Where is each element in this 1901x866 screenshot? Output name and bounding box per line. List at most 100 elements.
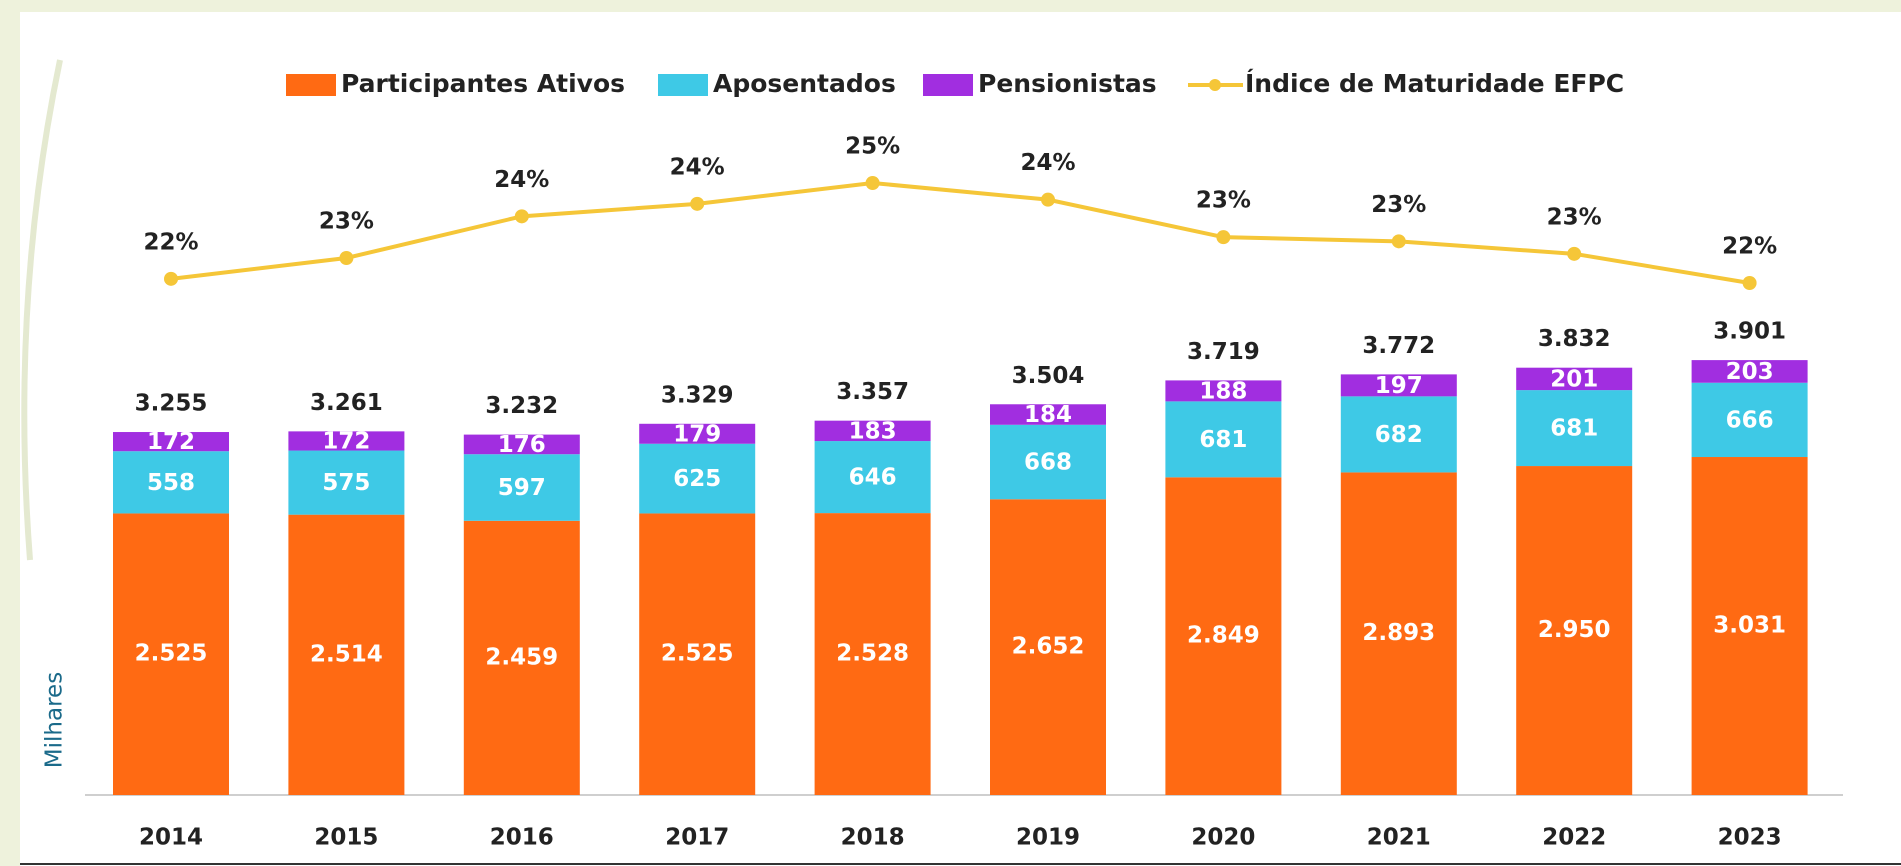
line-label: 24% — [494, 167, 549, 193]
legend-label: Aposentados — [713, 69, 896, 98]
data-label: 2.849 — [1187, 623, 1260, 649]
line-label: 24% — [1020, 150, 1075, 176]
total-label: 3.832 — [1538, 326, 1611, 352]
data-label: 201 — [1550, 366, 1598, 392]
line-label: 25% — [845, 134, 900, 160]
x-tick-label: 2022 — [1542, 825, 1606, 851]
bar-segment — [639, 513, 756, 795]
line-label: 23% — [1547, 204, 1602, 230]
line-point — [1567, 246, 1582, 261]
bar-segment — [639, 423, 756, 444]
bar-segment — [814, 441, 931, 514]
x-tick-label: 2016 — [490, 825, 554, 851]
data-label: 2.514 — [310, 641, 383, 667]
total-label: 3.357 — [836, 379, 909, 405]
bar-segment — [113, 451, 229, 514]
bar-segment — [463, 454, 580, 521]
bar-segment — [1165, 401, 1282, 478]
data-label: 188 — [1199, 378, 1247, 404]
data-label: 2.893 — [1362, 620, 1435, 646]
x-tick-label: 2014 — [139, 825, 203, 851]
data-label: 172 — [147, 429, 195, 455]
data-label: 176 — [498, 432, 546, 458]
bar-segment — [1340, 472, 1457, 795]
line-point — [865, 176, 880, 190]
total-label: 3.901 — [1713, 319, 1786, 345]
bar-segment — [1691, 457, 1808, 795]
bar-segment — [1516, 466, 1633, 795]
x-tick-label: 2020 — [1191, 825, 1255, 851]
bar-segment — [1165, 380, 1282, 402]
line-label: 23% — [1196, 188, 1251, 214]
line-point — [1041, 192, 1055, 207]
bar-segment — [463, 520, 580, 795]
bar-segment — [814, 513, 931, 795]
data-label: 3.031 — [1713, 613, 1786, 639]
total-label: 3.232 — [485, 393, 558, 419]
x-tick-label: 2023 — [1718, 825, 1782, 851]
legend-label: Pensionistas — [978, 69, 1157, 98]
data-label: 197 — [1375, 373, 1423, 399]
data-label: 682 — [1375, 422, 1423, 448]
line-label: 24% — [670, 154, 725, 180]
data-label: 646 — [849, 465, 897, 491]
line — [170, 180, 1750, 285]
data-label: 668 — [1024, 450, 1072, 476]
line-label: 22% — [143, 229, 198, 255]
data-label: 2.528 — [836, 641, 909, 667]
total-label: 3.255 — [135, 391, 208, 417]
bar-segment — [1691, 360, 1808, 383]
bar-segment — [1691, 382, 1808, 458]
data-label: 558 — [147, 470, 195, 496]
total-label: 3.719 — [1187, 339, 1260, 365]
legend-swatch — [658, 74, 708, 96]
data-label: 184 — [1024, 402, 1072, 428]
line-point — [1391, 234, 1406, 249]
data-label: 179 — [673, 421, 721, 447]
bar-segment — [288, 431, 405, 451]
bar-segment — [113, 432, 229, 452]
total-label: 3.261 — [310, 390, 383, 416]
legend-dot — [1209, 79, 1221, 91]
x-tick-label: 2021 — [1367, 825, 1431, 851]
line-point — [1742, 276, 1757, 290]
total-label: 3.504 — [1012, 363, 1085, 389]
data-label: 625 — [673, 466, 721, 492]
y-axis-label: Milhares — [42, 672, 68, 768]
bar-segment — [288, 514, 405, 795]
data-label: 2.950 — [1538, 617, 1611, 643]
bar-segment — [1340, 396, 1457, 473]
line-point — [164, 271, 178, 286]
data-label: 2.525 — [135, 641, 208, 667]
x-tick-label: 2015 — [314, 825, 378, 851]
data-label: 183 — [849, 418, 897, 444]
data-label: 666 — [1726, 407, 1774, 433]
line-point — [690, 196, 705, 211]
data-label: 203 — [1726, 359, 1774, 385]
line-label: 23% — [319, 209, 374, 235]
line-point — [339, 251, 354, 265]
bar-segment — [1340, 374, 1457, 397]
data-label: 2.525 — [661, 641, 734, 667]
line-point — [1216, 230, 1231, 245]
line-label: 23% — [1371, 192, 1426, 218]
bar-segment — [1516, 390, 1633, 467]
data-label: 575 — [322, 470, 370, 496]
x-tick-label: 2019 — [1016, 825, 1080, 851]
bar-segment — [990, 404, 1106, 425]
bar-segment — [990, 499, 1106, 795]
bar-segment — [814, 420, 931, 442]
line-point — [514, 209, 529, 224]
legend-swatch — [923, 74, 973, 96]
bar-segment — [1165, 477, 1282, 795]
bar-segment — [990, 424, 1106, 500]
bar-segment — [1516, 367, 1633, 391]
data-label: 2.652 — [1012, 634, 1085, 660]
bar-segment — [463, 434, 580, 455]
data-label: 681 — [1199, 427, 1247, 453]
bar-segment — [113, 513, 229, 795]
bar-segment — [288, 450, 405, 515]
total-label: 3.329 — [661, 382, 734, 408]
